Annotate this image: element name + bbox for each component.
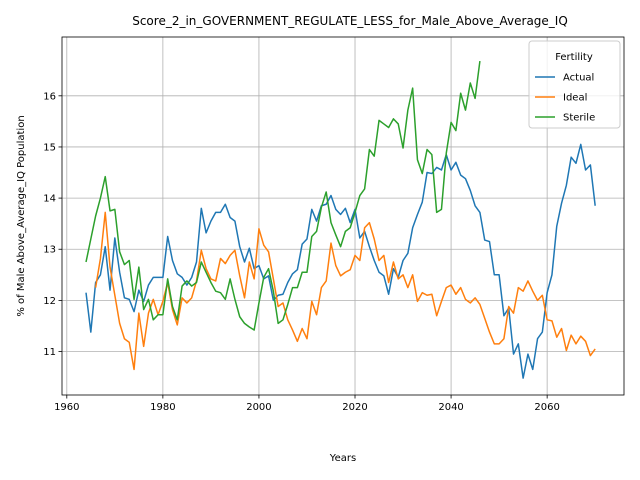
legend-label-actual: Actual <box>563 73 594 84</box>
x-tick-label: 2000 <box>246 402 271 413</box>
y-tick-label: 16 <box>43 91 56 102</box>
y-tick-label: 15 <box>43 142 56 153</box>
legend: Fertility Actual Ideal Sterile <box>529 41 620 128</box>
legend-label-sterile: Sterile <box>563 113 595 124</box>
y-tick-label: 11 <box>43 347 56 358</box>
legend-title: Fertility <box>555 52 593 63</box>
x-tick-label: 2020 <box>342 402 367 413</box>
x-axis-label: Years <box>329 453 356 464</box>
y-tick-label: 12 <box>43 296 56 307</box>
chart-title: Score_2_in_GOVERNMENT_REGULATE_LESS_for_… <box>132 14 568 28</box>
y-axis-label: % of Male Above_Average_IQ Population <box>16 115 27 316</box>
x-tick-label: 2060 <box>534 402 559 413</box>
x-tick-label: 2040 <box>438 402 463 413</box>
x-tick-label: 1980 <box>150 402 175 413</box>
y-tick-label: 13 <box>43 245 56 256</box>
y-tick-label: 14 <box>43 194 56 205</box>
legend-label-ideal: Ideal <box>563 93 587 104</box>
x-tick-label: 1960 <box>54 402 79 413</box>
